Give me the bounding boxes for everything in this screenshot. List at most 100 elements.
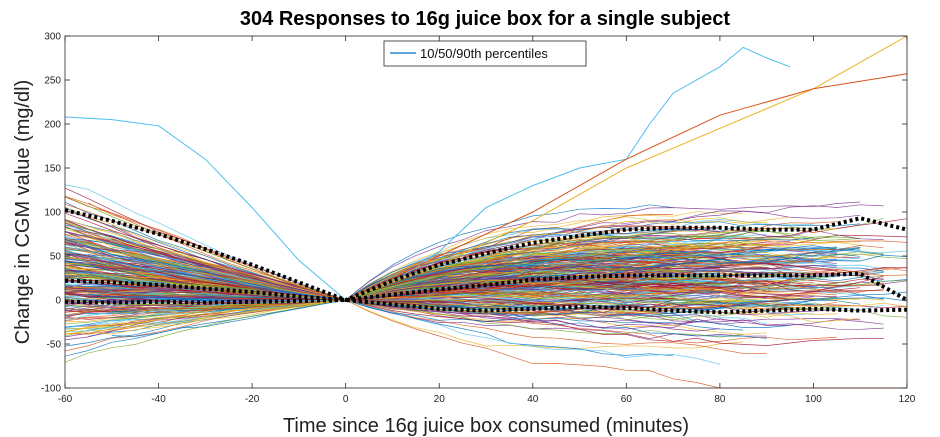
- response-line-post: [345, 298, 791, 314]
- response-line-pre: [64, 195, 346, 301]
- response-line-post: [345, 299, 720, 365]
- response-line-post: [345, 250, 837, 301]
- x-tick-label: -40: [151, 394, 166, 405]
- response-line-pre: [65, 280, 346, 301]
- plot-area-frame: [64, 35, 908, 389]
- response-line-post: [345, 299, 674, 314]
- y-tick-label: -100: [41, 384, 61, 395]
- response-line-post: [345, 289, 697, 301]
- response-line-pre: [64, 231, 346, 301]
- response-line-post: [345, 299, 767, 355]
- x-tick-label: -20: [245, 394, 260, 405]
- response-line-post: [345, 290, 837, 309]
- response-line-highlight: [64, 116, 347, 301]
- response-line-pre: [64, 299, 346, 341]
- y-tick-label: 0: [55, 296, 61, 307]
- response-lines: [64, 35, 908, 389]
- response-line-pre: [64, 238, 346, 301]
- percentile-line-90th: [64, 208, 908, 302]
- response-line-post: [345, 292, 744, 301]
- response-line-post: [345, 299, 767, 339]
- response-line-pre: [64, 299, 346, 325]
- response-line-post: [345, 263, 884, 301]
- response-line-pre: [64, 299, 346, 363]
- response-line-post: [345, 217, 767, 301]
- response-line-pre: [64, 292, 346, 301]
- y-tick-label: 150: [44, 164, 61, 175]
- legend: 10/50/90th percentiles: [383, 40, 587, 67]
- response-line-post: [345, 299, 814, 311]
- y-tick-label: -50: [47, 340, 62, 351]
- response-line-post: [345, 278, 814, 301]
- response-line-post: [345, 226, 720, 301]
- response-line-post: [345, 297, 908, 311]
- response-line-post: [345, 275, 767, 301]
- y-tick-label: 100: [44, 208, 61, 219]
- response-line-pre: [64, 184, 346, 301]
- percentile-lines: [64, 208, 908, 315]
- response-line-post: [345, 279, 767, 301]
- legend-box: [383, 40, 587, 67]
- response-line-post: [345, 216, 791, 301]
- x-tick-label: -60: [58, 394, 73, 405]
- y-tick-label: 200: [44, 120, 61, 131]
- percentile-line-10th: [64, 298, 908, 315]
- y-tick-label: 250: [44, 76, 61, 87]
- response-line-pre: [64, 218, 346, 301]
- response-line-post: [345, 259, 697, 301]
- response-line-pre: [111, 299, 346, 337]
- x-tick-label: 80: [714, 394, 726, 405]
- response-line-post: [345, 286, 674, 301]
- x-tick-label: 60: [621, 394, 633, 405]
- y-axis-ticks: -100 -50 0 50 100 150 200 250 300: [41, 32, 907, 395]
- response-line-post: [345, 229, 884, 301]
- response-line-highlight: [345, 73, 908, 301]
- x-tick-label: 20: [434, 394, 446, 405]
- response-line-post: [345, 265, 674, 301]
- response-line-post: [345, 270, 767, 301]
- x-tick-label: 40: [527, 394, 539, 405]
- response-line-pre: [64, 240, 346, 301]
- response-line-pre: [64, 299, 346, 357]
- response-line-post: [345, 245, 674, 301]
- y-axis-label: Change in CGM value (mg/dl): [12, 80, 34, 345]
- response-line-post: [345, 299, 884, 327]
- response-line-post: [345, 247, 861, 301]
- response-line-post: [345, 279, 720, 301]
- chart-title: 304 Responses to 16g juice box for a sin…: [240, 8, 730, 30]
- response-line-post: [345, 248, 744, 301]
- response-line-pre: [64, 239, 346, 301]
- percentile-line-50th: [64, 271, 908, 302]
- response-line-post: [345, 299, 884, 330]
- response-line-post: [345, 201, 861, 301]
- response-line-post: [345, 254, 861, 301]
- x-tick-label: 0: [343, 394, 349, 405]
- response-line-post: [345, 295, 767, 309]
- y-tick-label: 50: [50, 252, 62, 263]
- response-line-post: [345, 299, 884, 346]
- response-line-post: [345, 211, 744, 301]
- response-line-post: [345, 299, 744, 350]
- response-line-post: [345, 241, 861, 301]
- legend-entry: 10/50/90th percentiles: [420, 46, 548, 61]
- response-line-pre: [111, 246, 346, 301]
- response-line-post: [345, 299, 791, 310]
- response-line-post: [345, 292, 720, 304]
- response-line-post: [345, 285, 767, 301]
- response-line-post: [345, 291, 837, 302]
- x-tick-label: 120: [899, 394, 916, 405]
- response-line-pre: [64, 299, 346, 333]
- y-tick-label: 300: [44, 32, 61, 43]
- x-axis-ticks: -60 -40 -20 0 20 40 60 80 100 120: [58, 36, 916, 405]
- response-line-pre: [88, 294, 346, 301]
- response-line-pre: [88, 299, 346, 334]
- response-line-post: [345, 210, 861, 301]
- response-line-pre: [64, 299, 346, 335]
- x-tick-label: 100: [805, 394, 822, 405]
- response-line-pre: [64, 299, 346, 321]
- x-axis-label: Time since 16g juice box consumed (minut…: [283, 415, 689, 437]
- response-line-pre: [64, 257, 346, 301]
- response-line-pre: [64, 247, 346, 301]
